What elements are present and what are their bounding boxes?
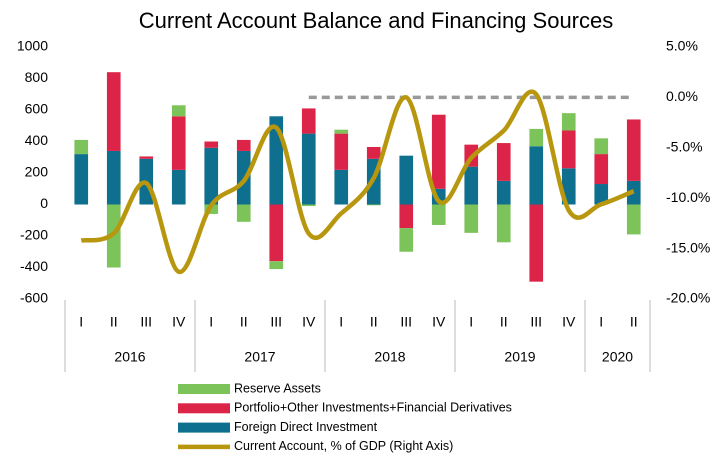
bar-segment: [431, 204, 446, 225]
y2-tick-label: 0.0%: [666, 88, 698, 104]
y-tick-label: 600: [25, 101, 49, 117]
x-tick-label: II: [370, 314, 378, 330]
bar-segment: [269, 261, 284, 270]
y2-tick-label: -5.0%: [666, 139, 703, 155]
bar-segment: [171, 169, 186, 205]
x-tick-label: I: [339, 314, 343, 330]
x-group-label: 2020: [602, 349, 633, 365]
chart-title: Current Account Balance and Financing So…: [139, 8, 614, 33]
x-tick-label: I: [469, 314, 473, 330]
bar-segment: [106, 72, 121, 151]
y-tick-label: 400: [25, 132, 49, 148]
bar-segment: [106, 150, 121, 205]
x-tick-label: III: [530, 314, 542, 330]
bar-segment: [74, 139, 89, 155]
y-tick-label: 1000: [17, 38, 48, 54]
x-tick-label: IV: [432, 314, 446, 330]
bar-segment: [269, 204, 284, 262]
bar-segment: [496, 180, 511, 205]
x-group-label: 2018: [374, 349, 405, 365]
x-tick-label: I: [79, 314, 83, 330]
bar-segment: [431, 114, 446, 189]
x-group-label: 2017: [244, 349, 275, 365]
legend-label: Reserve Assets: [234, 381, 321, 395]
legend-label: Portfolio+Other Investments+Financial De…: [234, 401, 512, 415]
legend-swatch: [178, 403, 230, 414]
x-tick-label: III: [140, 314, 152, 330]
bar-segment: [236, 139, 251, 151]
x-group-label: 2016: [114, 349, 145, 365]
y-tick-label: -200: [20, 227, 48, 243]
bar-segment: [464, 204, 479, 233]
y-tick-label: 0: [40, 195, 48, 211]
x-tick-label: II: [630, 314, 638, 330]
legend-swatch: [178, 384, 230, 394]
y2-tick-label: 5.0%: [666, 38, 698, 54]
bar-segment: [399, 155, 414, 205]
bar-segment: [236, 204, 251, 222]
y-tick-label: -600: [20, 290, 48, 306]
bar-segment: [334, 169, 349, 205]
line-series: [80, 89, 635, 275]
bar-segment: [496, 204, 511, 243]
x-tick-label: IV: [172, 314, 186, 330]
bar-segment: [301, 133, 316, 205]
y2-tick-label: -15.0%: [666, 239, 710, 255]
bar-segment: [529, 128, 544, 147]
bar-segment: [561, 130, 576, 169]
bar-segment: [626, 204, 641, 235]
x-tick-label: III: [400, 314, 412, 330]
bar-segment: [139, 156, 154, 159]
y-tick-label: -400: [20, 258, 48, 274]
legend-label: Current Account, % of GDP (Right Axis): [234, 439, 453, 453]
bar-segment: [204, 141, 219, 148]
bar-segment: [301, 204, 316, 207]
x-tick-label: II: [240, 314, 248, 330]
y-tick-label: 800: [25, 69, 49, 85]
bar-segment: [561, 113, 576, 131]
bar-segment: [594, 154, 609, 185]
bar-segment: [171, 105, 186, 117]
bar-segment: [301, 108, 316, 134]
legend-swatch: [178, 422, 230, 433]
legend-label: Foreign Direct Investment: [234, 420, 378, 434]
bar-segment: [626, 119, 641, 181]
bar-segment: [594, 184, 609, 205]
x-tick-label: I: [209, 314, 213, 330]
bar-segment: [529, 204, 544, 282]
bar-segment: [366, 204, 381, 206]
bar-segment: [366, 147, 381, 159]
x-group-label: 2019: [504, 349, 535, 365]
x-tick-label: IV: [562, 314, 576, 330]
bar-segment: [74, 154, 89, 205]
bar-segment: [171, 116, 186, 170]
x-tick-label: II: [110, 314, 118, 330]
x-tick-label: II: [500, 314, 508, 330]
x-tick-label: IV: [302, 314, 316, 330]
bar-segment: [334, 133, 349, 170]
y-tick-label: 200: [25, 164, 49, 180]
y2-tick-label: -10.0%: [666, 189, 710, 205]
y2-tick-label: -20.0%: [666, 290, 710, 306]
bar-segment: [334, 129, 349, 134]
bar-segment: [464, 166, 479, 205]
bar-segment: [399, 228, 414, 252]
x-tick-label: III: [270, 314, 282, 330]
bar-segment: [399, 204, 414, 229]
bar-segment: [529, 146, 544, 205]
x-tick-label: I: [599, 314, 603, 330]
bar-segment: [496, 143, 511, 181]
bar-segment: [204, 147, 219, 205]
bar-segment: [594, 138, 609, 155]
